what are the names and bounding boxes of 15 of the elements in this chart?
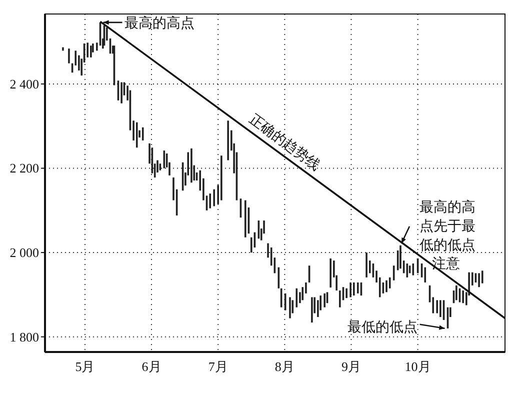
annotation: 最低的低点 [348,320,418,336]
annotation: 正确的趋势线 [246,112,322,174]
y-tick-label: 1 800 [10,329,39,344]
x-tick-label: 5月 [75,359,95,374]
annotation: 注意 [432,257,460,272]
x-tick-label: 6月 [142,359,162,374]
x-tick-label: 9月 [341,359,361,374]
x-tick-label: 7月 [208,359,228,374]
x-tick-label: 10月 [404,359,431,374]
x-tick-label: 8月 [274,359,294,374]
annotation: 最高的高点先于最低的低点 [419,200,476,254]
y-tick-label: 2 000 [10,245,39,260]
annotation: 最高的高点 [124,16,194,32]
y-tick-label: 2 200 [10,160,39,176]
y-tick-label: 2 400 [10,76,39,92]
